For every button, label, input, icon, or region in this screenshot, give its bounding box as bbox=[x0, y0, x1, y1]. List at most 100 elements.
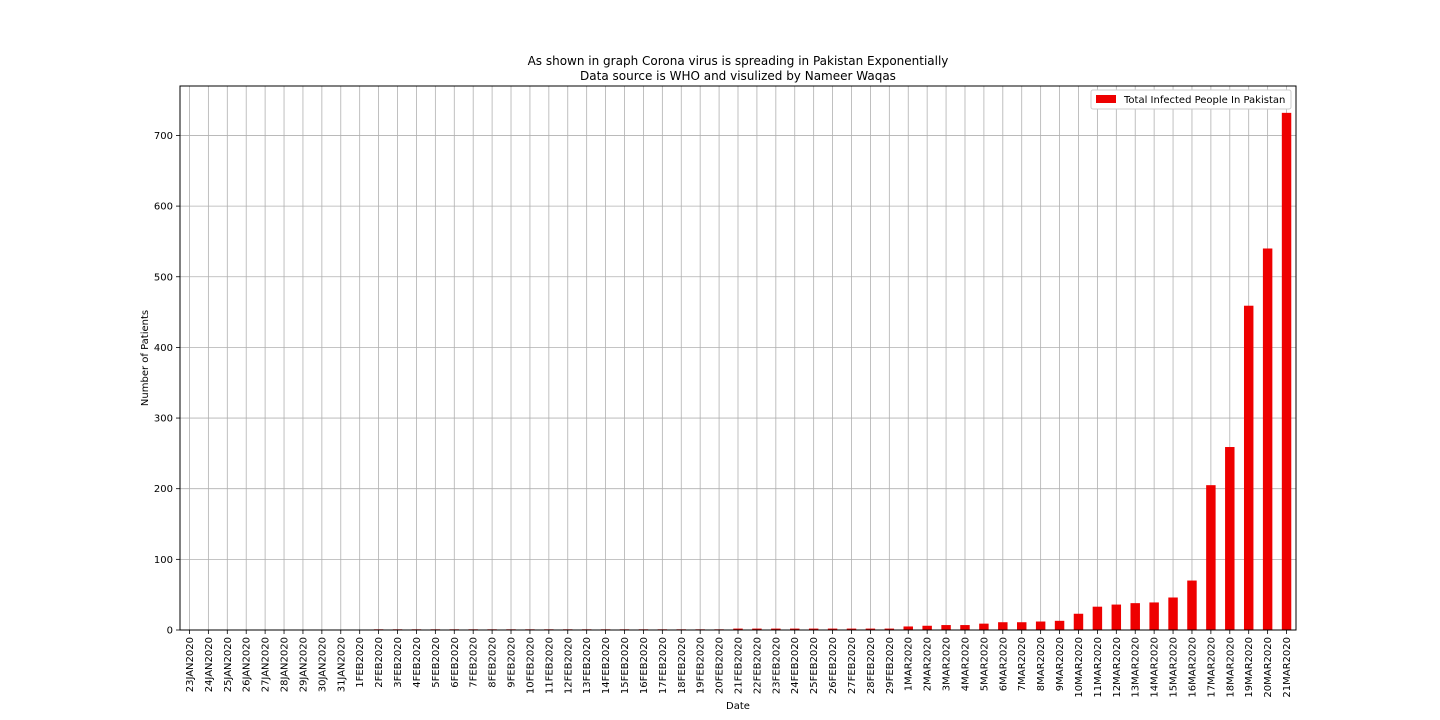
x-axis-label: Date bbox=[726, 701, 750, 712]
bar bbox=[1092, 606, 1103, 630]
x-tick-label: 11MAR2020 bbox=[1093, 637, 1104, 698]
bar bbox=[790, 628, 800, 630]
y-tick-label: 300 bbox=[154, 414, 173, 425]
x-tick-label: 4FEB2020 bbox=[412, 637, 423, 688]
bar bbox=[1073, 613, 1084, 630]
bar bbox=[1017, 622, 1027, 630]
bar bbox=[960, 625, 970, 630]
x-tick-label: 24JAN2020 bbox=[204, 637, 215, 692]
x-tick-label: 25FEB2020 bbox=[809, 637, 820, 694]
x-tick-label: 23JAN2020 bbox=[185, 637, 196, 692]
x-tick-label: 27FEB2020 bbox=[847, 637, 858, 694]
x-tick-label: 26JAN2020 bbox=[242, 637, 253, 692]
x-tick-label: 4MAR2020 bbox=[960, 637, 971, 691]
x-tick-label: 19MAR2020 bbox=[1244, 637, 1255, 698]
x-tick-label: 28FEB2020 bbox=[866, 637, 877, 694]
x-tick-label: 12FEB2020 bbox=[563, 637, 574, 694]
x-tick-label: 15FEB2020 bbox=[620, 637, 631, 694]
x-tick-label: 9MAR2020 bbox=[1055, 637, 1066, 691]
bar bbox=[808, 628, 819, 630]
chart-title: As shown in graph Corona virus is spread… bbox=[528, 54, 949, 68]
x-tick-label: 19FEB2020 bbox=[696, 637, 707, 694]
x-tick-label: 14FEB2020 bbox=[601, 637, 612, 694]
bar bbox=[903, 626, 913, 630]
x-tick-label: 10FEB2020 bbox=[525, 637, 536, 694]
bar bbox=[733, 628, 743, 630]
x-tick-label: 24FEB2020 bbox=[790, 637, 801, 694]
x-tick-label: 15MAR2020 bbox=[1169, 637, 1180, 698]
x-tick-label: 5FEB2020 bbox=[431, 637, 442, 688]
legend: Total Infected People In Pakistan bbox=[1090, 89, 1292, 110]
bar bbox=[979, 623, 989, 630]
bar bbox=[1243, 305, 1254, 630]
x-tick-label: 17MAR2020 bbox=[1206, 637, 1217, 698]
x-tick-label: 25JAN2020 bbox=[223, 637, 234, 692]
chart-subtitle: Data source is WHO and visulized by Name… bbox=[580, 69, 896, 83]
x-tick-label: 29JAN2020 bbox=[298, 637, 309, 692]
x-tick-label: 7FEB2020 bbox=[469, 637, 480, 688]
x-tick-label: 2MAR2020 bbox=[923, 637, 934, 691]
x-tick-label: 30JAN2020 bbox=[317, 637, 328, 692]
x-tick-label: 9FEB2020 bbox=[507, 637, 518, 688]
x-tick-label: 7MAR2020 bbox=[1017, 637, 1028, 691]
bar bbox=[1149, 602, 1159, 630]
bar bbox=[1168, 597, 1178, 630]
x-tick-label: 23FEB2020 bbox=[771, 637, 782, 694]
x-tick-label: 8FEB2020 bbox=[488, 637, 499, 688]
x-tick-label: 26FEB2020 bbox=[828, 637, 839, 694]
x-tick-label: 5MAR2020 bbox=[979, 637, 990, 691]
y-tick-label: 500 bbox=[154, 272, 173, 283]
bar bbox=[922, 625, 932, 630]
x-tick-label: 8MAR2020 bbox=[1036, 637, 1047, 691]
bar bbox=[1225, 447, 1235, 630]
bar bbox=[998, 622, 1008, 630]
x-tick-label: 28JAN2020 bbox=[280, 637, 291, 692]
y-tick-label: 200 bbox=[154, 484, 173, 495]
x-tick-label: 20FEB2020 bbox=[715, 637, 726, 694]
bar bbox=[1281, 112, 1292, 631]
x-tick-label: 20MAR2020 bbox=[1263, 637, 1274, 698]
bars bbox=[373, 112, 1292, 631]
y-tick-label: 0 bbox=[167, 626, 173, 637]
x-tick-label: 21FEB2020 bbox=[734, 637, 745, 694]
bar bbox=[1111, 604, 1122, 630]
x-tick-label: 29FEB2020 bbox=[885, 637, 896, 694]
x-tick-label: 22FEB2020 bbox=[752, 637, 763, 694]
y-tick-label: 400 bbox=[154, 343, 173, 354]
bar bbox=[865, 628, 876, 630]
x-tick-label: 18FEB2020 bbox=[677, 637, 688, 694]
bar bbox=[1130, 603, 1140, 630]
x-tick-label: 17FEB2020 bbox=[658, 637, 669, 694]
x-tick-label: 27JAN2020 bbox=[261, 637, 272, 692]
bar bbox=[1187, 580, 1197, 630]
bar bbox=[1206, 485, 1216, 630]
y-tick-label: 100 bbox=[154, 555, 173, 566]
bar bbox=[752, 628, 762, 630]
bar bbox=[827, 628, 838, 630]
bar bbox=[884, 628, 895, 630]
grid bbox=[180, 86, 1296, 631]
bar bbox=[771, 628, 781, 630]
x-tick-label: 11FEB2020 bbox=[544, 637, 555, 694]
x-tick-label: 13MAR2020 bbox=[1131, 637, 1142, 698]
x-tick-label: 16MAR2020 bbox=[1187, 637, 1198, 698]
bar bbox=[846, 628, 857, 630]
x-tick-label: 18MAR2020 bbox=[1225, 637, 1236, 698]
y-tick-label: 700 bbox=[154, 131, 173, 142]
bar bbox=[1035, 621, 1046, 630]
x-tick-label: 16FEB2020 bbox=[639, 637, 650, 694]
x-tick-label: 1MAR2020 bbox=[904, 637, 915, 691]
x-tick-label: 3FEB2020 bbox=[393, 637, 404, 688]
x-tick-label: 14MAR2020 bbox=[1150, 637, 1161, 698]
x-tick-label: 3MAR2020 bbox=[942, 637, 953, 691]
x-tick-label: 21MAR2020 bbox=[1282, 637, 1293, 698]
plot-frame bbox=[179, 85, 1297, 631]
x-tick-label: 6MAR2020 bbox=[998, 637, 1009, 691]
legend-label: Total Infected People In Pakistan bbox=[1123, 95, 1285, 106]
legend-box bbox=[1090, 89, 1292, 110]
x-tick-label: 10MAR2020 bbox=[1074, 637, 1085, 698]
x-tick-label: 1FEB2020 bbox=[355, 637, 366, 688]
x-axis-ticks: 23JAN2020 24JAN2020 25JAN2020 26JAN2020 27JA… bbox=[185, 630, 1293, 698]
y-axis-ticks: 0 100 200 300 400 500 600 700 bbox=[154, 131, 180, 637]
